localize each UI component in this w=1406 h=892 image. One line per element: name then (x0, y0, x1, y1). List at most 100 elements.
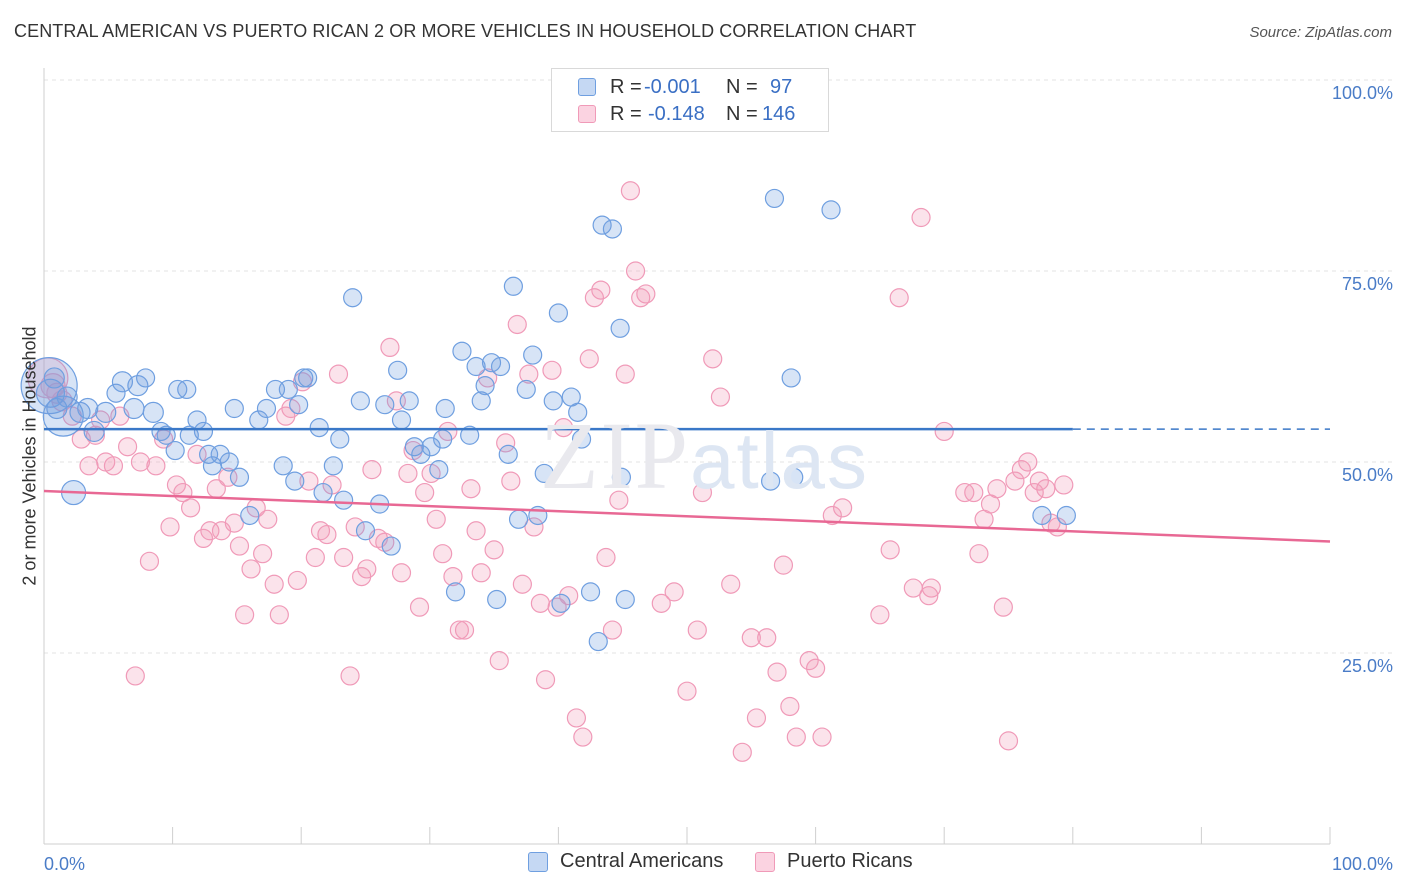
puerto-rican-point (449, 620, 469, 640)
puerto-rican-point (786, 727, 806, 747)
central-american-point (452, 341, 472, 361)
puerto-rican-point (969, 544, 989, 564)
central-american-point (391, 410, 412, 430)
central-swatch-icon (578, 78, 596, 96)
puerto-rican-point (357, 559, 377, 579)
central-american-point (548, 303, 569, 323)
central-american-point (503, 276, 523, 296)
puerto-rican-point (664, 582, 684, 602)
puerto-rican-point (591, 280, 611, 300)
puerto-rican-point (757, 628, 777, 648)
puerto-rican-point (1018, 452, 1038, 472)
central-american-point (229, 467, 250, 487)
puerto-rican-point (241, 559, 261, 579)
puerto-rican-point (799, 651, 819, 671)
legend-r-label: R = (610, 102, 642, 125)
y-axis-label: 2 or more Vehicles in Household (19, 326, 40, 586)
puerto-rican-point (1036, 479, 1056, 499)
puerto-rican-point (822, 505, 842, 526)
puerto-rican-point (340, 666, 360, 686)
bottom-legend-central-label: Central Americans (560, 850, 724, 872)
central-american-point (615, 589, 635, 610)
puerto-trend-line (43, 489, 1331, 543)
central-american-point (177, 379, 197, 400)
puerto-rican-point (919, 586, 939, 606)
puerto-rican-point (79, 456, 99, 476)
puerto-rican-point (964, 482, 984, 503)
puerto-rican-point (299, 471, 319, 491)
puerto-rican-point (721, 574, 741, 594)
puerto-rican-point (566, 708, 587, 728)
central-american-point (568, 402, 588, 422)
central-american-point (278, 379, 298, 400)
central-american-point (156, 425, 176, 445)
puerto-rican-point (415, 482, 435, 503)
central-american-point (83, 420, 105, 443)
central-american-point (466, 356, 486, 377)
puerto-rican-point (317, 524, 337, 545)
central-american-point (534, 463, 554, 484)
central-american-point (764, 188, 785, 209)
puerto-rican-point (542, 360, 562, 380)
puerto-rican-point (380, 337, 400, 357)
puerto-rican-point (1054, 475, 1074, 495)
central-american-point (1056, 505, 1076, 526)
puerto-rican-point (484, 540, 504, 560)
puerto-rican-point (187, 444, 207, 464)
central-american-point (580, 582, 601, 602)
puerto-rican-point (391, 563, 412, 583)
watermark-zip: ZIP (540, 402, 690, 509)
bottom-legend-puerto: Puerto Ricans (755, 850, 913, 873)
puerto-rican-point (651, 593, 671, 613)
puerto-rican-point (461, 479, 481, 499)
central-american-point (343, 288, 363, 308)
central-american-point (330, 429, 350, 449)
central-american-point (355, 521, 376, 541)
central-american-point (42, 395, 84, 437)
central-american-point (224, 398, 244, 419)
puerto-rican-point (615, 364, 635, 384)
central-american-point (399, 391, 419, 411)
central-american-point (375, 395, 395, 415)
puerto-rican-point (193, 528, 214, 549)
puerto-rican-point (780, 696, 800, 717)
central-american-point (179, 425, 199, 445)
puerto-rican-point (229, 536, 250, 556)
central-american-point (309, 418, 329, 438)
puerto-rican-point (530, 593, 550, 613)
puerto-rican-point (602, 620, 623, 640)
puerto-rican-point (224, 513, 244, 533)
puerto-rican-point (478, 368, 498, 388)
puerto-rican-point (264, 574, 284, 594)
central-american-point (1032, 505, 1052, 526)
puerto-rican-point (692, 482, 713, 503)
legend-n-label: N = (726, 102, 758, 125)
puerto-rican-point (870, 605, 890, 625)
puerto-swatch-icon (578, 105, 596, 123)
puerto-rican-point (218, 467, 238, 487)
puerto-rican-point (625, 261, 646, 281)
central-american-point (460, 425, 480, 445)
correlation-legend: R = -0.001 N = 97 R = -0.148 N = 146 (551, 68, 829, 132)
central-american-point (611, 467, 632, 487)
puerto-rican-point (258, 509, 278, 529)
puerto-rican-point (710, 387, 731, 407)
puerto-rican-point (345, 517, 365, 537)
central-american-point (610, 318, 630, 338)
puerto-rican-point (889, 288, 909, 308)
central-american-point (135, 368, 156, 388)
central-american-point (142, 401, 164, 423)
puerto-rican-point (466, 521, 486, 541)
puerto-rican-point (443, 566, 463, 587)
central-american-point (433, 429, 453, 449)
puerto-rican-point (741, 628, 761, 648)
puerto-rican-point (987, 479, 1007, 499)
central-american-point (56, 386, 78, 408)
y-tick-label: 50.0% (1342, 465, 1393, 485)
central-american-point (151, 421, 171, 442)
central-american-point (592, 215, 612, 235)
puerto-rican-point (334, 547, 354, 568)
puerto-rican-point (125, 666, 145, 686)
central-american-point (199, 444, 219, 464)
puerto-rican-point (703, 349, 723, 369)
